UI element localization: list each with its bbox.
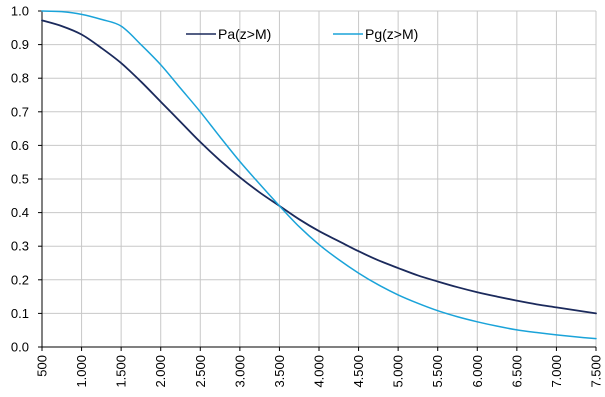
x-tick-label: 4.500: [351, 355, 366, 388]
grid: [41, 10, 597, 348]
legend: Pa(z>M) Pg(z>M): [186, 26, 418, 42]
x-tick-label: 1.000: [74, 355, 89, 388]
x-tick-label: 500: [35, 355, 50, 377]
x-tick-label: 7.500: [589, 355, 604, 388]
series-line-pa: [41, 19, 597, 315]
x-tick-label: 4.000: [312, 355, 327, 388]
y-tick-label: 0.6: [11, 138, 29, 153]
x-tick-labels: 500 1.000 1.500 2.000 2.500 3.000 3.500 4.000 4.…: [35, 355, 604, 388]
y-tick-label: 0.5: [11, 172, 29, 187]
y-tick-label: 0.8: [11, 71, 29, 86]
legend-label-pa: Pa(z>M): [218, 26, 271, 42]
y-tick-label: 0.4: [11, 205, 29, 220]
x-tick-label: 3.500: [272, 355, 287, 388]
series-line-pg: [41, 10, 597, 340]
y-tick-label: 0.1: [11, 306, 29, 321]
y-tick-label: 1.0: [11, 4, 29, 19]
x-tick-label: 5.500: [430, 355, 445, 388]
y-tick-label: 0.3: [11, 239, 29, 254]
x-tick-label: 2.000: [153, 355, 168, 388]
y-tick-label: 0.2: [11, 272, 29, 287]
x-tick-label: 6.000: [470, 355, 485, 388]
x-tick-label: 2.500: [193, 355, 208, 388]
y-tick-labels: 0.0 0.1 0.2 0.3 0.4 0.5 0.6 0.7 0.8 0.9 1.0: [11, 4, 29, 355]
x-tick-label: 1.500: [114, 355, 129, 388]
x-tick-label: 3.000: [232, 355, 247, 388]
legend-item-pg: Pg(z>M): [333, 26, 418, 42]
y-tick-label: 0.7: [11, 104, 29, 119]
x-tick-label: 6.500: [509, 355, 524, 388]
y-tick-label: 0.9: [11, 37, 29, 52]
x-tick-label: 7.000: [549, 355, 564, 388]
series-lines: [41, 10, 597, 340]
legend-label-pg: Pg(z>M): [365, 26, 418, 42]
y-tick-label: 0.0: [11, 340, 29, 355]
x-tick-label: 5.000: [391, 355, 406, 388]
legend-item-pa: Pa(z>M): [186, 26, 271, 42]
